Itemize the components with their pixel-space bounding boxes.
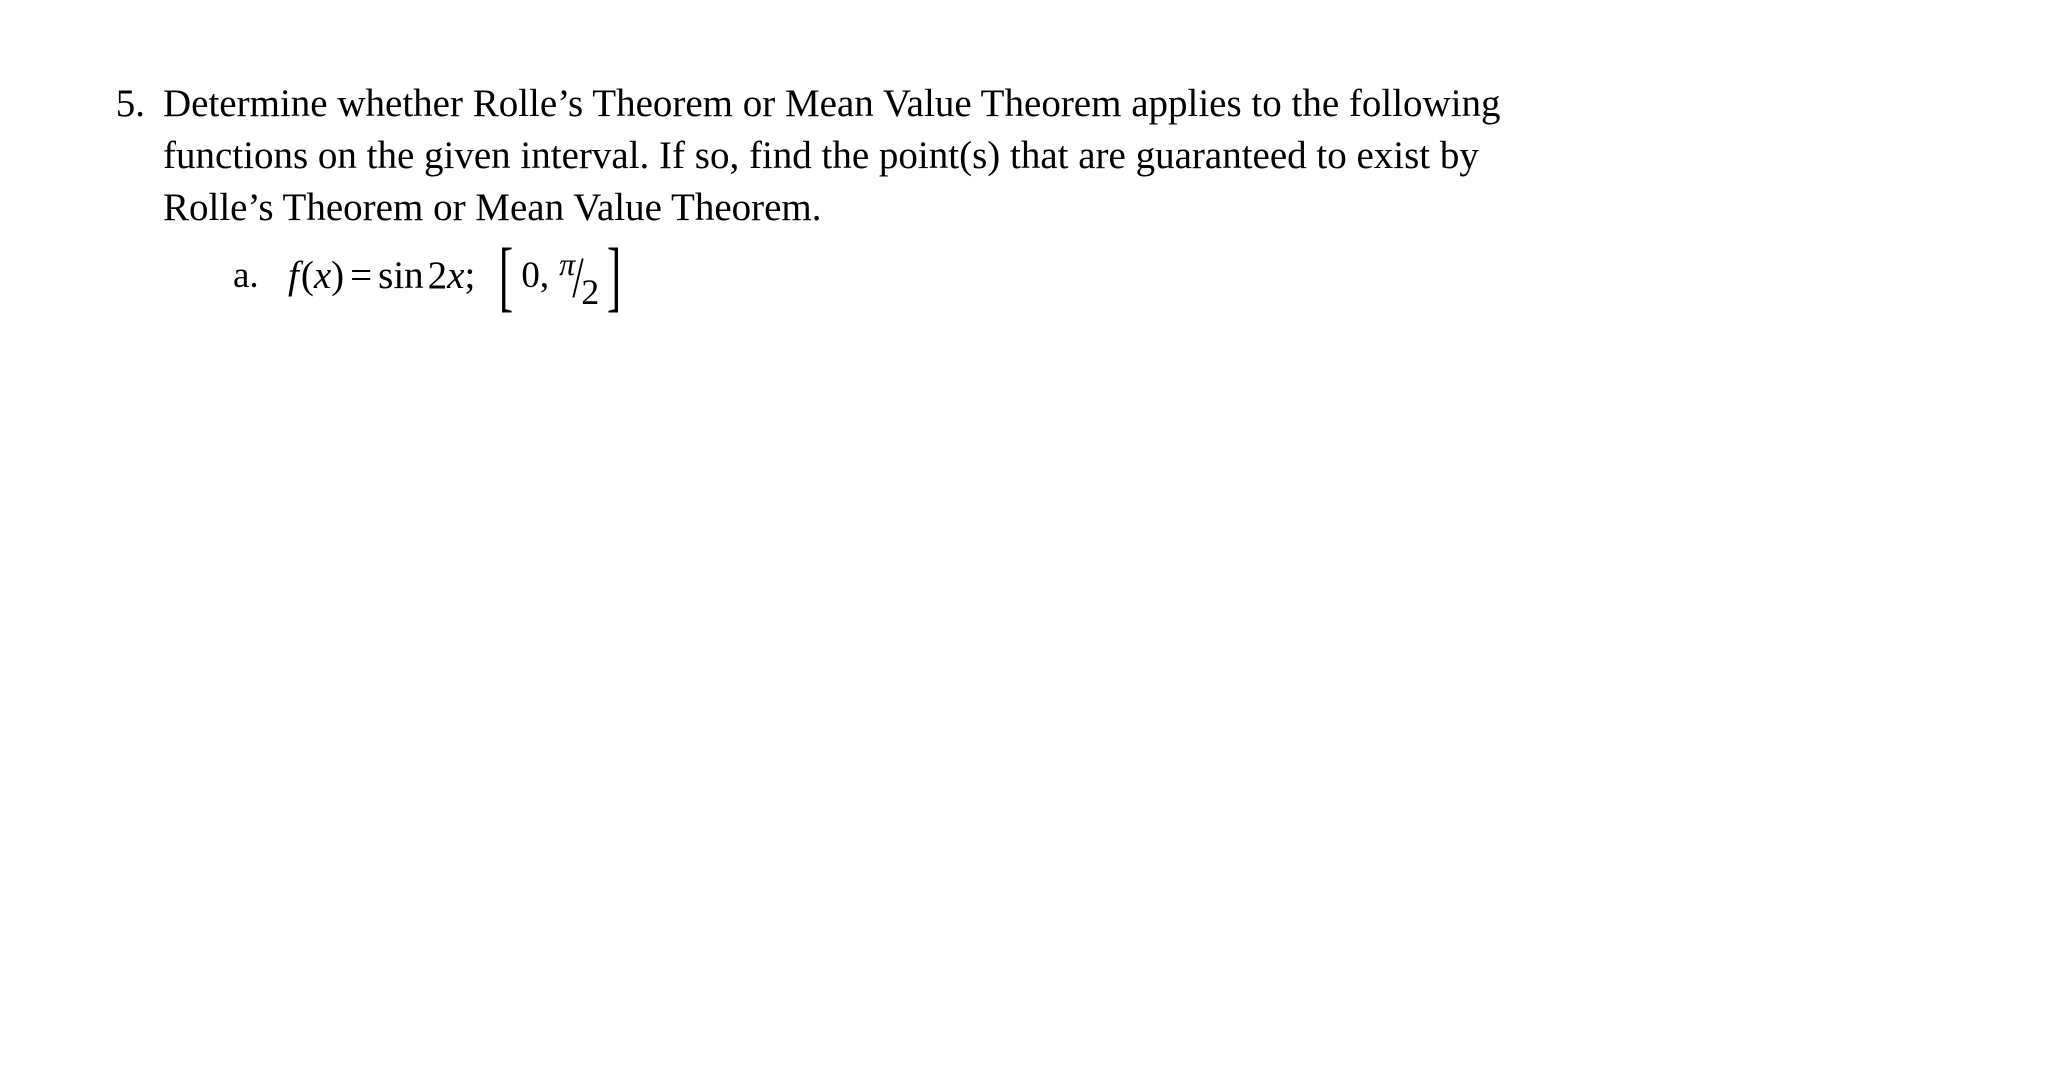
var-x: x [447,250,464,302]
problem-text-line-1: Determine whether Rolle’s Theorem or Mea… [163,78,1501,130]
paren-open: ( [299,250,314,302]
subpart-math: f ( x ) = sin 2 x ; [ 0, [288,246,627,306]
fn-var: x [314,250,331,302]
sin-op: sin [378,250,424,302]
problem-5: 5. Determine whether Rolle’s Theorem or … [80,78,1980,306]
problem-text-line-2: functions on the given interval. If so, … [163,130,1501,182]
interval-body: 0, π / 2 [519,250,601,302]
fn-name: f [288,250,299,302]
subpart-label: a. [233,250,288,302]
interval: [ 0, π / 2 ] [493,246,627,306]
interval-a: 0, [521,250,549,302]
semicolon: ; [464,250,475,302]
problem-body: Determine whether Rolle’s Theorem or Mea… [163,78,1501,306]
subparts: a. f ( x ) = sin 2 x ; [ [163,246,1501,306]
subpart-a: a. f ( x ) = sin 2 x ; [ [233,246,1501,306]
equals: = [344,250,378,302]
page: 5. Determine whether Rolle’s Theorem or … [0,0,1980,306]
coef-2: 2 [424,250,448,302]
problem-text-line-3: Rolle’s Theorem or Mean Value Theorem. [163,182,1501,234]
paren-close: ) [331,250,344,302]
bracket-open: [ [499,246,513,306]
bracket-close: ] [607,246,621,306]
fraction-pi-over-2: π / 2 [559,250,599,302]
problem-number: 5. [80,78,163,130]
fraction-denominator: 2 [580,266,599,318]
